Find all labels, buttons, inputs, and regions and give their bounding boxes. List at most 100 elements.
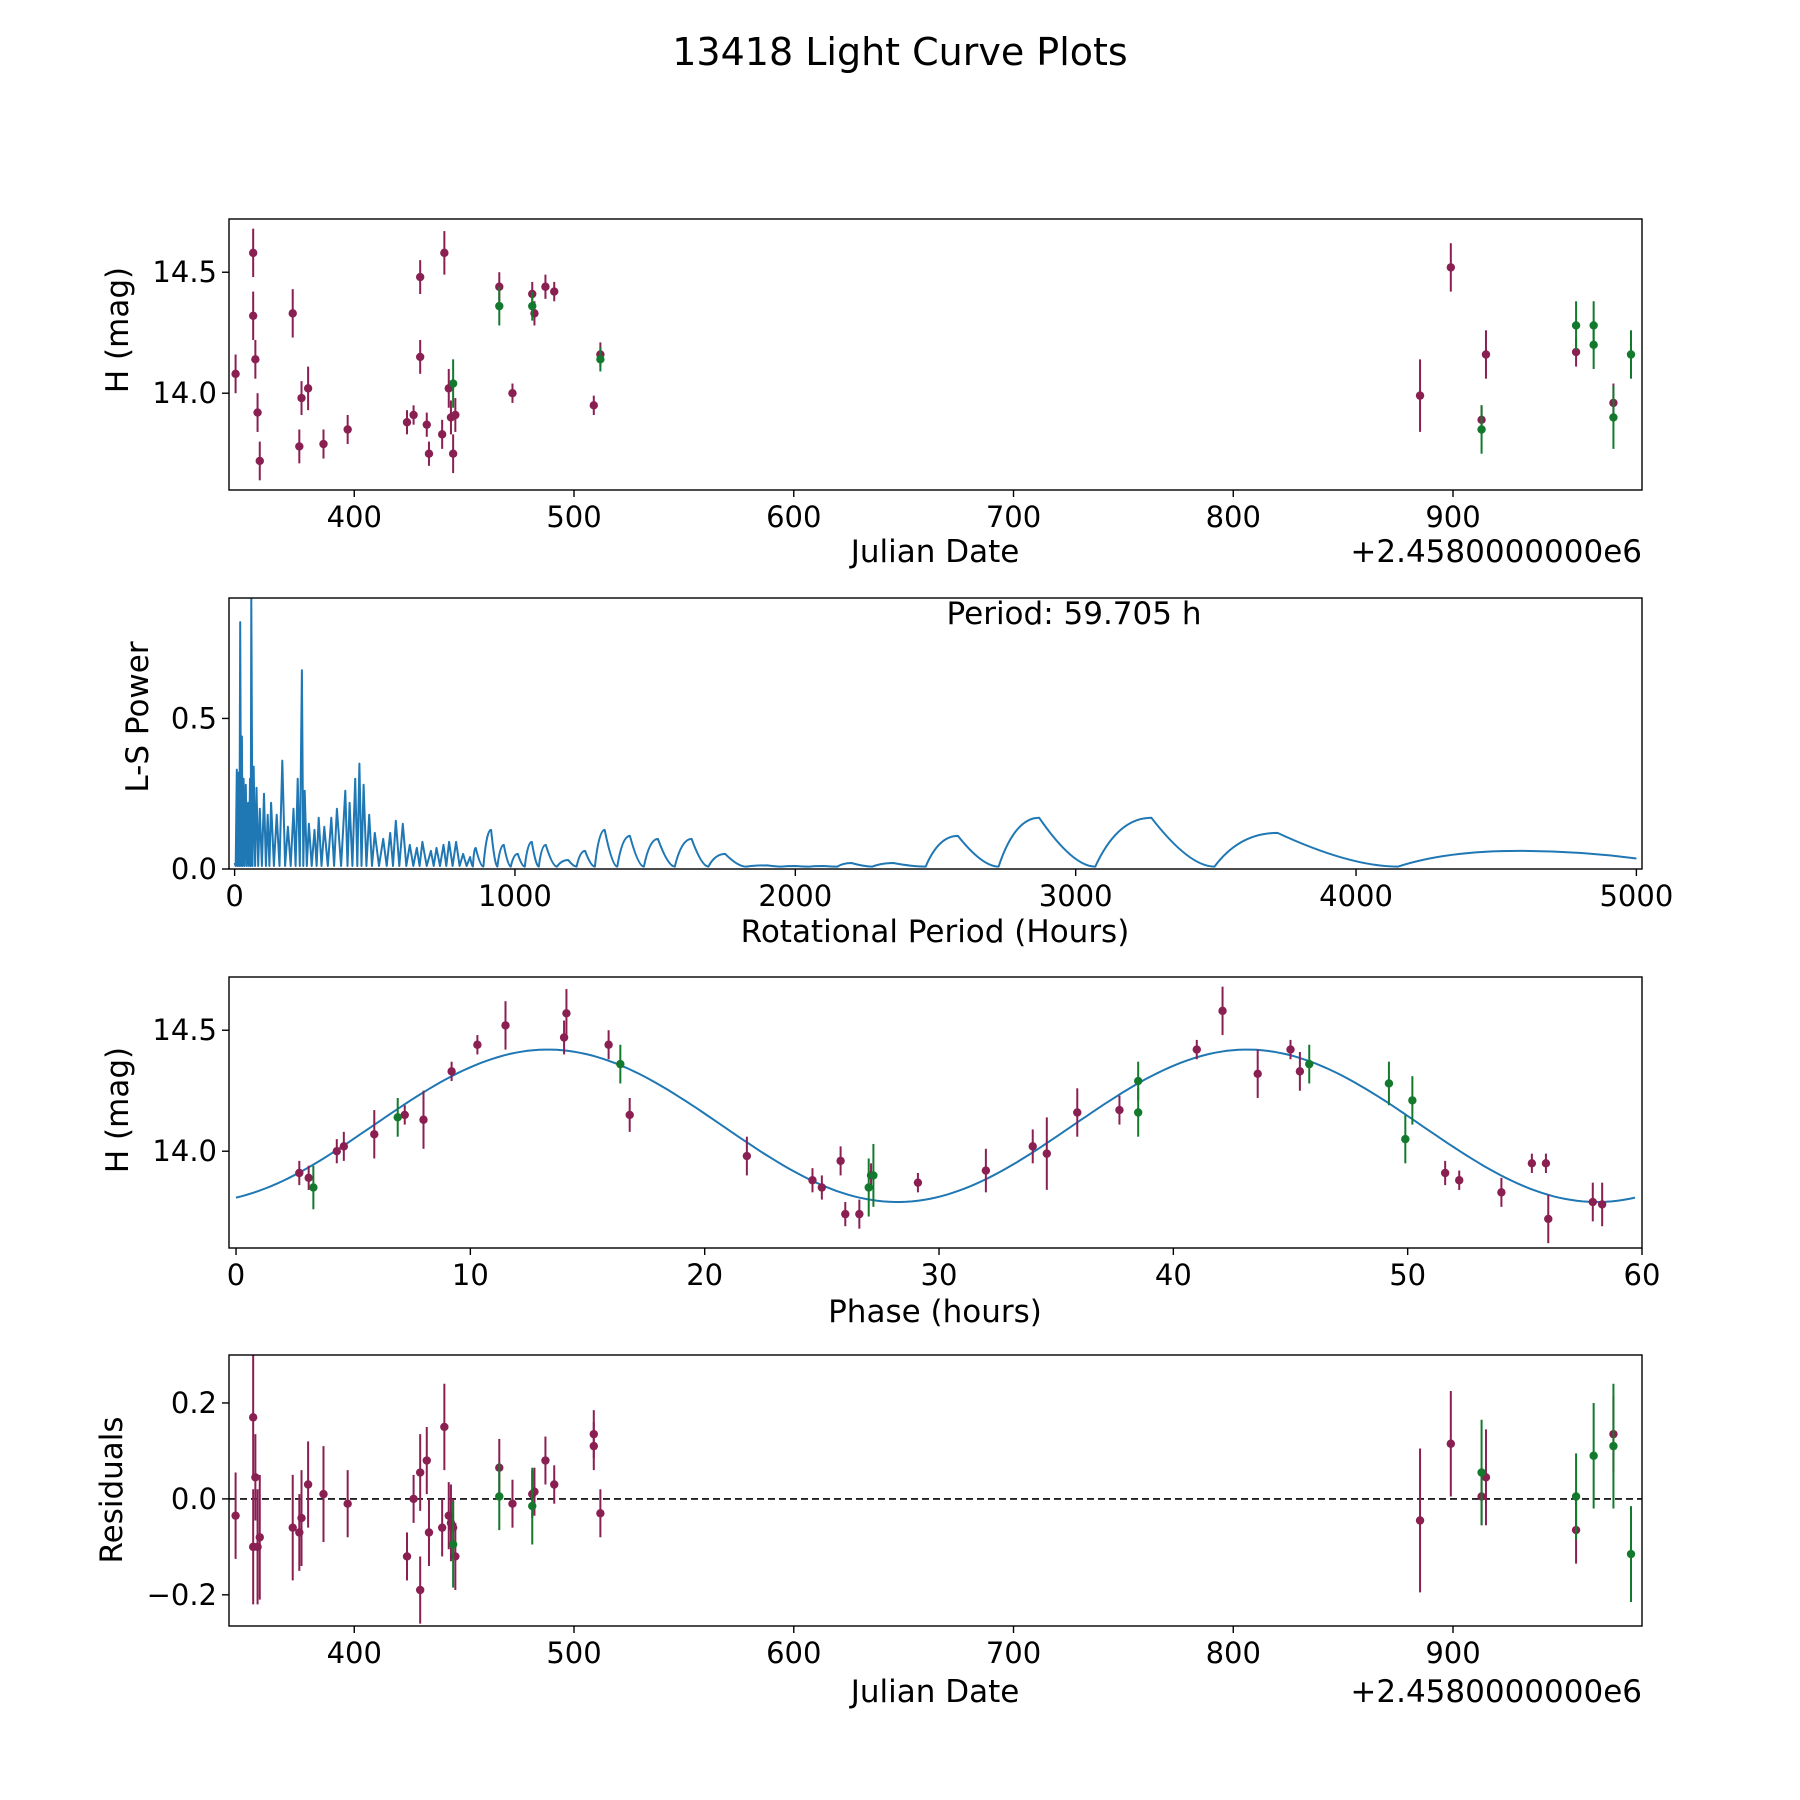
period-annotation: Period: 59.705 h bbox=[947, 596, 1202, 632]
lightcurve-frame bbox=[228, 218, 1643, 491]
residuals-point-green bbox=[495, 1492, 504, 1501]
residuals-point-maroon bbox=[589, 1441, 598, 1451]
lightcurve-point-maroon bbox=[248, 311, 258, 320]
phased-point-maroon bbox=[1588, 1197, 1597, 1207]
lightcurve-panel: H (mag) Julian Date +2.4580000000e6 bbox=[100, 267, 1642, 570]
lightcurve-point-green bbox=[1589, 340, 1598, 350]
phased-point-green bbox=[309, 1183, 318, 1192]
residuals-point-green bbox=[1626, 1549, 1636, 1559]
phased-point-maroon bbox=[1286, 1045, 1295, 1054]
phased-point-green bbox=[869, 1171, 878, 1180]
phased-point-maroon bbox=[1527, 1159, 1537, 1168]
phased-xtick-label: 20 bbox=[686, 1258, 723, 1292]
residuals-point-maroon bbox=[541, 1456, 550, 1465]
lightcurve-point-maroon bbox=[297, 393, 306, 403]
residuals-axes: 400 500 600 700 800 900 −0.2 0.0 0.2 bbox=[147, 1386, 1481, 1670]
phased-points bbox=[295, 986, 1607, 1244]
residuals-point-maroon bbox=[402, 1552, 412, 1561]
lightcurve-point-green bbox=[1477, 425, 1486, 434]
lightcurve-ylabel: H (mag) bbox=[100, 267, 136, 393]
residuals-xtick-label: 600 bbox=[766, 1636, 821, 1670]
residuals-point-maroon bbox=[415, 1585, 425, 1595]
residuals-point-maroon bbox=[1446, 1439, 1456, 1448]
lightcurve-point-maroon bbox=[1446, 263, 1456, 272]
residuals-point-maroon bbox=[248, 1413, 258, 1422]
lightcurve-xlabel: Julian Date bbox=[849, 534, 1020, 570]
periodogram-axes: 0 1000 2000 3000 4000 5000 0.0 0.5 bbox=[171, 701, 1673, 913]
phased-point-green bbox=[1133, 1108, 1143, 1117]
phased-point-maroon bbox=[1497, 1188, 1506, 1197]
phased-xlabel: Phase (hours) bbox=[828, 1294, 1042, 1330]
phased-xtick-label: 10 bbox=[452, 1258, 489, 1292]
periodogram-ytick-label: 0.0 bbox=[171, 852, 217, 886]
phased-point-maroon bbox=[1455, 1176, 1464, 1185]
phased-point-maroon bbox=[1042, 1149, 1052, 1158]
residuals-point-maroon bbox=[255, 1533, 264, 1542]
lightcurve-point-green bbox=[1571, 321, 1581, 330]
phased-point-maroon bbox=[295, 1168, 304, 1178]
phased-point-maroon bbox=[808, 1176, 817, 1185]
lightcurve-xtick-label: 600 bbox=[766, 500, 821, 534]
phased-point-maroon bbox=[855, 1209, 864, 1219]
phased-point-maroon bbox=[625, 1110, 634, 1120]
residuals-xtick-label: 700 bbox=[986, 1636, 1041, 1670]
phased-point-maroon bbox=[1115, 1105, 1124, 1115]
phased-point-maroon bbox=[981, 1166, 991, 1175]
periodogram-xtick-label: 5000 bbox=[1599, 879, 1673, 913]
phased-point-maroon bbox=[1597, 1200, 1607, 1209]
phased-point-maroon bbox=[1218, 1006, 1227, 1016]
lightcurve-point-green bbox=[528, 301, 537, 311]
phased-point-green bbox=[1401, 1134, 1410, 1144]
lightcurve-point-maroon bbox=[589, 401, 598, 410]
residuals-point-maroon bbox=[422, 1456, 431, 1465]
residuals-point-maroon bbox=[288, 1523, 297, 1532]
periodogram-xtick-label: 1000 bbox=[478, 879, 552, 913]
residuals-point-maroon bbox=[508, 1499, 517, 1508]
lightcurve-point-maroon bbox=[251, 355, 260, 364]
phased-xtick-label: 60 bbox=[1624, 1258, 1661, 1292]
periodogram-ylabel: L-S Power bbox=[120, 641, 156, 792]
residuals-point-maroon bbox=[1415, 1516, 1425, 1525]
residuals-point-green bbox=[1589, 1451, 1598, 1460]
residuals-point-green bbox=[1477, 1468, 1486, 1477]
lightcurve-point-maroon bbox=[409, 410, 418, 420]
residuals-ytick-label: 0.2 bbox=[171, 1386, 217, 1420]
lightcurve-point-maroon bbox=[319, 439, 328, 449]
phased-point-green bbox=[1408, 1096, 1417, 1105]
residuals-panel: Residuals Julian Date +2.4580000000e6 bbox=[94, 1416, 1642, 1710]
periodogram-xtick-label: 0 bbox=[225, 879, 243, 913]
residuals-points bbox=[231, 1355, 1636, 1624]
lightcurve-point-maroon bbox=[415, 272, 425, 282]
lightcurve-point-maroon bbox=[508, 389, 517, 398]
residuals-point-green bbox=[528, 1501, 537, 1511]
lightcurve-offset-label: +2.4580000000e6 bbox=[1350, 534, 1642, 570]
phased-ytick-label: 14.0 bbox=[152, 1134, 217, 1168]
phased-ytick-label: 14.5 bbox=[152, 1013, 217, 1047]
lightcurve-point-maroon bbox=[424, 449, 434, 458]
lightcurve-point-maroon bbox=[448, 449, 458, 458]
lightcurve-point-maroon bbox=[415, 352, 425, 362]
phased-frame bbox=[228, 976, 1643, 1249]
lightcurve-point-maroon bbox=[248, 248, 258, 258]
lightcurve-point-maroon bbox=[1571, 347, 1581, 357]
phased-point-maroon bbox=[1544, 1214, 1553, 1224]
lightcurve-point-maroon bbox=[437, 430, 447, 439]
residuals-offset-label: +2.4580000000e6 bbox=[1350, 1674, 1642, 1710]
lightcurve-xtick-label: 900 bbox=[1425, 500, 1480, 534]
phased-point-maroon bbox=[1295, 1067, 1305, 1076]
lightcurve-axes: 400 500 600 700 800 900 14.0 14.5 bbox=[152, 255, 1480, 534]
phased-point-maroon bbox=[473, 1040, 482, 1049]
phased-point-maroon bbox=[339, 1142, 349, 1151]
lightcurve-point-maroon bbox=[1481, 350, 1491, 359]
phased-point-maroon bbox=[836, 1156, 845, 1166]
residuals-ytick-label: −0.2 bbox=[147, 1578, 217, 1612]
phased-xtick-label: 0 bbox=[227, 1258, 245, 1292]
lightcurve-point-maroon bbox=[231, 369, 240, 379]
residuals-point-maroon bbox=[343, 1499, 352, 1508]
residuals-point-maroon bbox=[319, 1489, 328, 1499]
lightcurve-point-green bbox=[448, 379, 458, 388]
lightcurve-point-green bbox=[1609, 413, 1618, 422]
lightcurve-point-maroon bbox=[402, 418, 412, 427]
lightcurve-point-maroon bbox=[440, 248, 449, 258]
